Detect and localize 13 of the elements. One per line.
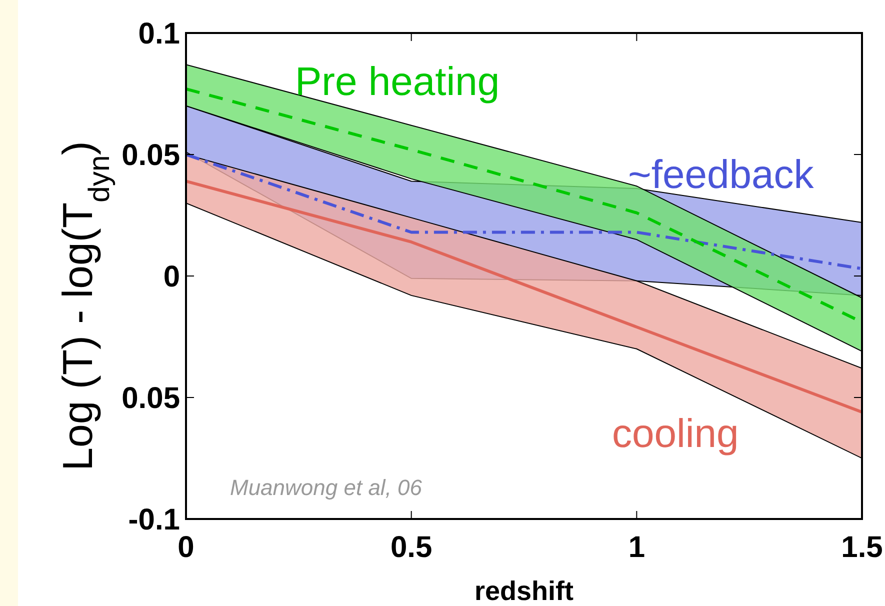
series-label: cooling [612, 412, 739, 456]
x-tick-label: 1.5 [841, 531, 883, 564]
y-tick-label: -0.1 [128, 504, 180, 536]
y-tick-label: 0.05 [122, 139, 180, 172]
y-tick-label: 0.1 [138, 18, 180, 50]
x-axis-title: redshift [474, 576, 574, 606]
y-tick-label: 0 [163, 260, 180, 294]
series-label: Pre heating [295, 60, 500, 104]
x-tick-label: 0.5 [390, 531, 432, 564]
y-tick-label: 0.05 [122, 382, 180, 415]
series-label: ~feedback [628, 153, 815, 197]
x-tick-label: 1 [628, 531, 646, 564]
annotation: Muanwong et al, 06 [230, 475, 423, 500]
